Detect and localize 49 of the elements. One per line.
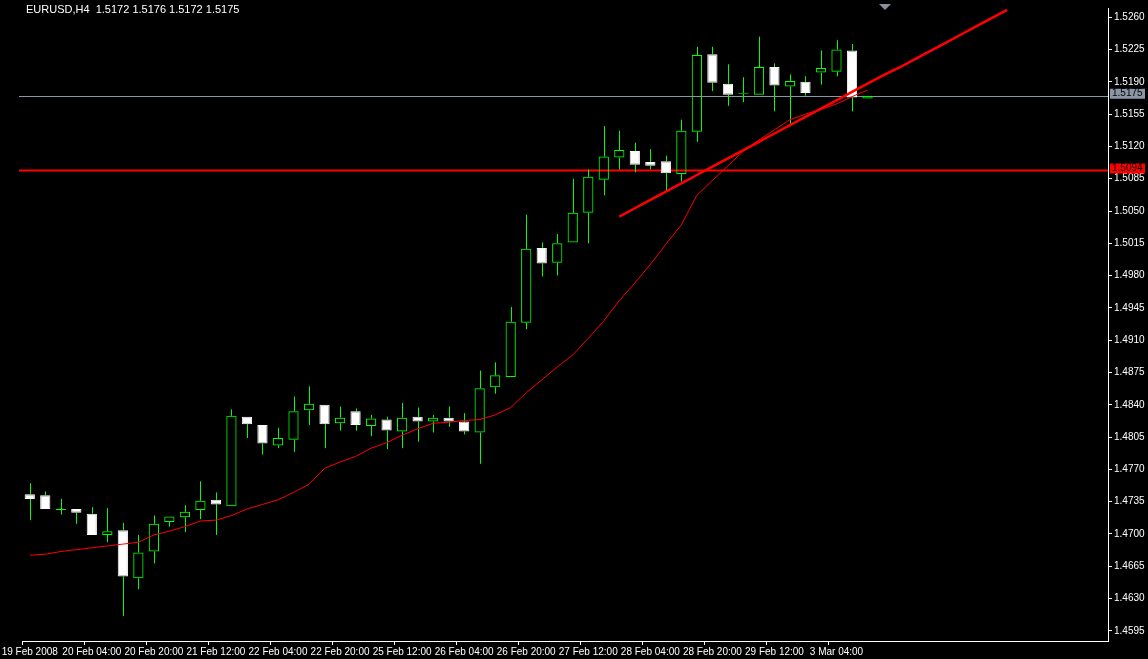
y-tick-label: 1.5050 <box>1114 204 1146 216</box>
candlestick <box>55 498 66 516</box>
y-tick-label: 1.4700 <box>1114 527 1146 539</box>
candlestick <box>381 416 392 450</box>
y-tick-label: 1.4910 <box>1114 333 1146 345</box>
x-tick-label: 22 Feb 04:00 <box>248 645 308 657</box>
y-tick-label: 1.4665 <box>1114 560 1146 572</box>
y-tick-label: 1.5260 <box>1114 10 1146 22</box>
candlestick <box>319 404 330 449</box>
x-tick-label: 19 Feb 2008 <box>1 645 59 657</box>
y-tick-label: 1.4630 <box>1114 592 1146 604</box>
y-tick-label: 1.4875 <box>1114 366 1146 378</box>
x-tick-label: 26 Feb 20:00 <box>496 645 557 657</box>
candlestick <box>707 46 718 92</box>
y-tick-label: 1.4735 <box>1114 495 1146 507</box>
x-tick-label: 26 Feb 04:00 <box>434 645 495 657</box>
x-tick-label: 20 Feb 04:00 <box>62 645 122 657</box>
y-tick-label: 1.4770 <box>1114 463 1146 475</box>
y-tick-label: 1.4945 <box>1114 301 1146 313</box>
x-tick-label: 29 Feb 12:00 <box>744 645 805 657</box>
y-tick-label: 1.4805 <box>1114 430 1146 442</box>
y-tick-label: 1.5085 <box>1114 172 1146 184</box>
y-tick-label: 1.4595 <box>1114 624 1146 636</box>
chart-title: EURUSD,H4 1.5172 1.5176 1.5172 1.5175 <box>26 3 240 15</box>
candlestick <box>769 62 780 112</box>
candlestick <box>241 416 253 439</box>
y-tick-label: 1.4980 <box>1114 269 1146 281</box>
x-tick-label: 21 Feb 12:00 <box>186 645 246 657</box>
y-tick-label: 1.5155 <box>1114 107 1146 119</box>
x-tick-label: 28 Feb 04:00 <box>620 645 681 657</box>
y-tick-label: 1.5015 <box>1114 237 1146 249</box>
candlestick <box>117 522 128 617</box>
y-tick-label: 1.5225 <box>1114 43 1146 55</box>
x-tick-label: 20 Feb 20:00 <box>124 645 184 657</box>
ref-line-label: 1.5175 <box>1112 87 1144 99</box>
y-tick-label: 1.5120 <box>1114 140 1146 152</box>
candlestick <box>257 425 268 456</box>
x-tick-label: 25 Feb 12:00 <box>372 645 433 657</box>
candlestick <box>24 482 35 521</box>
y-tick-label: 1.4840 <box>1114 398 1146 410</box>
ref-line-label: 1.5094 <box>1112 162 1144 174</box>
candlestick <box>846 43 858 112</box>
x-tick-label: 22 Feb 20:00 <box>310 645 370 657</box>
x-tick-label: 27 Feb 12:00 <box>558 645 619 657</box>
candlestick <box>86 506 97 535</box>
x-tick-label: 3 Mar 04:00 <box>809 645 864 657</box>
candlestick <box>645 148 656 170</box>
y-tick-label: 1.5190 <box>1114 75 1146 87</box>
x-tick-label: 28 Feb 20:00 <box>682 645 743 657</box>
